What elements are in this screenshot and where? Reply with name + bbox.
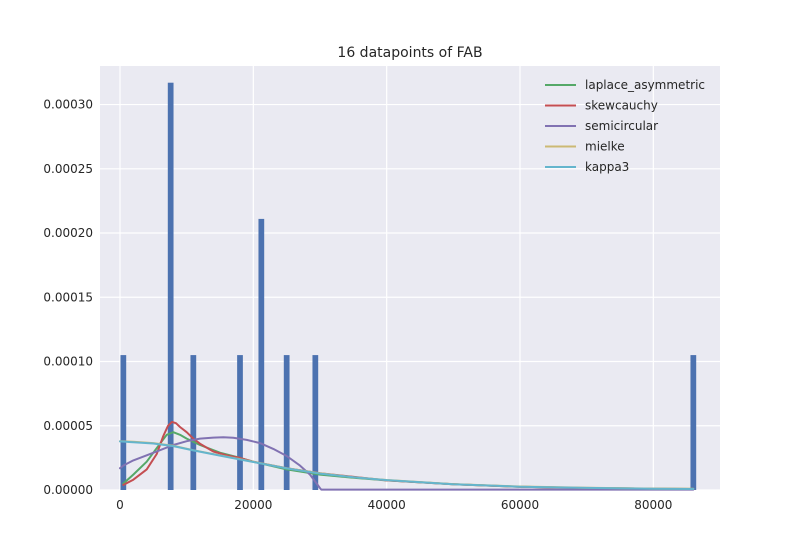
y-tick-label: 0.00000 xyxy=(43,483,93,497)
y-tick-label: 0.00025 xyxy=(43,162,93,176)
histogram-bar xyxy=(167,82,174,490)
legend-label: semicircular xyxy=(585,119,658,133)
x-tick-label: 40000 xyxy=(368,498,406,512)
histogram-bar xyxy=(237,355,243,490)
chart-title: 16 datapoints of FAB xyxy=(337,45,482,61)
y-tick-label: 0.00010 xyxy=(43,355,93,369)
legend-label: skewcauchy xyxy=(585,99,658,113)
y-tick-label: 0.00020 xyxy=(43,226,93,240)
y-axis-ticks: 0.00000 0.00005 0.00010 0.00015 0.00020 0.000… xyxy=(43,98,93,497)
y-tick-label: 0.00015 xyxy=(43,290,93,304)
y-tick-label: 0.00030 xyxy=(43,98,93,112)
histogram-bar xyxy=(283,355,290,490)
histogram-bar xyxy=(190,355,197,490)
series-line-semicircular xyxy=(119,436,695,491)
plot-area-background xyxy=(100,66,720,490)
x-tick-label: 60000 xyxy=(501,498,539,512)
x-axis-ticks: 0 20000 40000 60000 80000 xyxy=(116,498,672,512)
histogram-bar xyxy=(690,355,697,490)
histogram-bar xyxy=(258,218,265,490)
legend-label: mielke xyxy=(585,140,625,154)
legend-label: kappa3 xyxy=(585,160,629,174)
x-tick-label: 0 xyxy=(116,498,124,512)
x-tick-label: 80000 xyxy=(634,498,672,512)
legend-label: laplace_asymmetric xyxy=(585,78,705,92)
histogram-bars xyxy=(120,82,697,490)
series-lines xyxy=(119,420,695,491)
y-tick-label: 0.00005 xyxy=(43,419,93,433)
legend: laplace_asymmetric skewcauchy semicircular… xyxy=(545,78,705,174)
x-tick-label: 20000 xyxy=(234,498,272,512)
histogram-bar xyxy=(120,355,127,490)
histogram-bar xyxy=(312,355,319,490)
series-line-kappa3 xyxy=(119,440,695,490)
grid xyxy=(100,66,720,491)
